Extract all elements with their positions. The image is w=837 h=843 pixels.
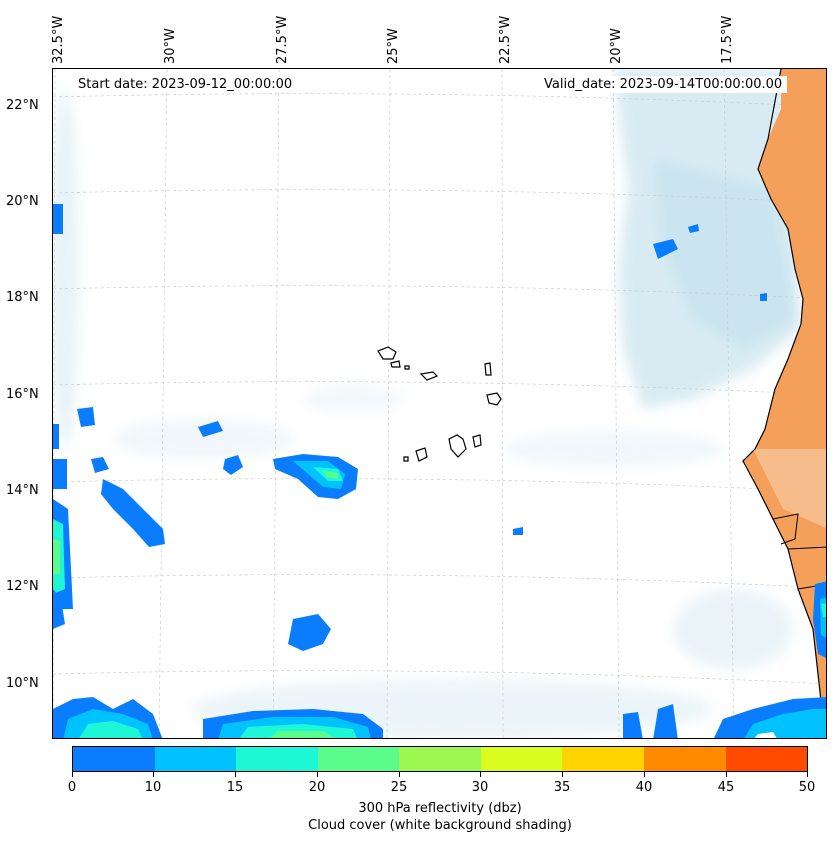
africa-land xyxy=(743,69,826,732)
colorbar-label-20: 20 xyxy=(308,780,326,795)
colorbar-segment-10-15 xyxy=(154,747,237,771)
colorbar-label-25: 25 xyxy=(390,780,408,795)
colorbar-segment-25-30 xyxy=(399,747,481,771)
lon-label-22-5w: 22.5°W xyxy=(498,15,513,64)
lat-label-22n: 22°N xyxy=(6,98,39,113)
colorbar-segment-45-50 xyxy=(725,747,808,771)
colorbar-label-45: 45 xyxy=(717,780,735,795)
colorbar-label-15: 15 xyxy=(226,780,244,795)
lat-label-14n: 14°N xyxy=(6,483,39,498)
colorbar xyxy=(72,746,808,772)
start-date-label: Start date: 2023-09-12_00:00:00 xyxy=(73,76,298,93)
colorbar-tick xyxy=(562,772,563,777)
lat-label-12n: 12°N xyxy=(6,579,39,594)
colorbar-tick xyxy=(235,772,236,777)
lon-label-20w: 20°W xyxy=(609,28,624,64)
lat-label-16n: 16°N xyxy=(6,387,39,402)
colorbar-tick xyxy=(644,772,645,777)
colorbar-segment-15-20 xyxy=(236,747,318,771)
lon-label-17-5w: 17.5°W xyxy=(720,15,735,64)
colorbar-tick xyxy=(807,772,808,777)
colorbar-tick xyxy=(317,772,318,777)
colorbar-tick xyxy=(72,772,73,777)
colorbar-segment-40-45 xyxy=(643,747,726,771)
colorbar-label-50: 50 xyxy=(798,780,816,795)
colorbar-subtitle: Cloud cover (white background shading) xyxy=(308,818,572,833)
colorbar-label-0: 0 xyxy=(67,780,77,795)
colorbar-label-40: 40 xyxy=(635,780,653,795)
colorbar-tick xyxy=(153,772,154,777)
valid-date-label: Valid_date: 2023-09-14T00:00:00.00 xyxy=(539,76,788,93)
africa-land-inland-fade xyxy=(753,449,826,529)
lon-label-25w: 25°W xyxy=(386,28,401,64)
colorbar-label-35: 35 xyxy=(553,780,571,795)
colorbar-tick xyxy=(726,772,727,777)
lon-label-27-5w: 27.5°W xyxy=(275,15,290,64)
colorbar-label-30: 30 xyxy=(471,780,489,795)
colorbar-segment-20-25 xyxy=(317,747,400,771)
lat-label-18n: 18°N xyxy=(6,290,39,305)
lon-label-32-5w: 32.5°W xyxy=(51,15,66,64)
map-canvas xyxy=(53,69,826,738)
colorbar-tick xyxy=(480,772,481,777)
colorbar-tick xyxy=(399,772,400,777)
colorbar-segment-35-40 xyxy=(562,747,644,771)
colorbar-segment-0-10 xyxy=(73,747,155,771)
cloud-cover-shading xyxy=(53,69,801,738)
cape-verde-islands xyxy=(377,346,502,462)
reflectivity-cells xyxy=(53,204,826,738)
gambia-border xyxy=(772,513,799,545)
colorbar-segment-30-35 xyxy=(480,747,563,771)
lat-label-10n: 10°N xyxy=(6,676,39,691)
lat-label-20n: 20°N xyxy=(6,194,39,209)
colorbar-title: 300 hPa reflectivity (dbz) xyxy=(358,801,522,816)
lon-label-30w: 30°W xyxy=(163,28,178,64)
colorbar-label-10: 10 xyxy=(144,780,162,795)
map-panel xyxy=(52,68,827,739)
